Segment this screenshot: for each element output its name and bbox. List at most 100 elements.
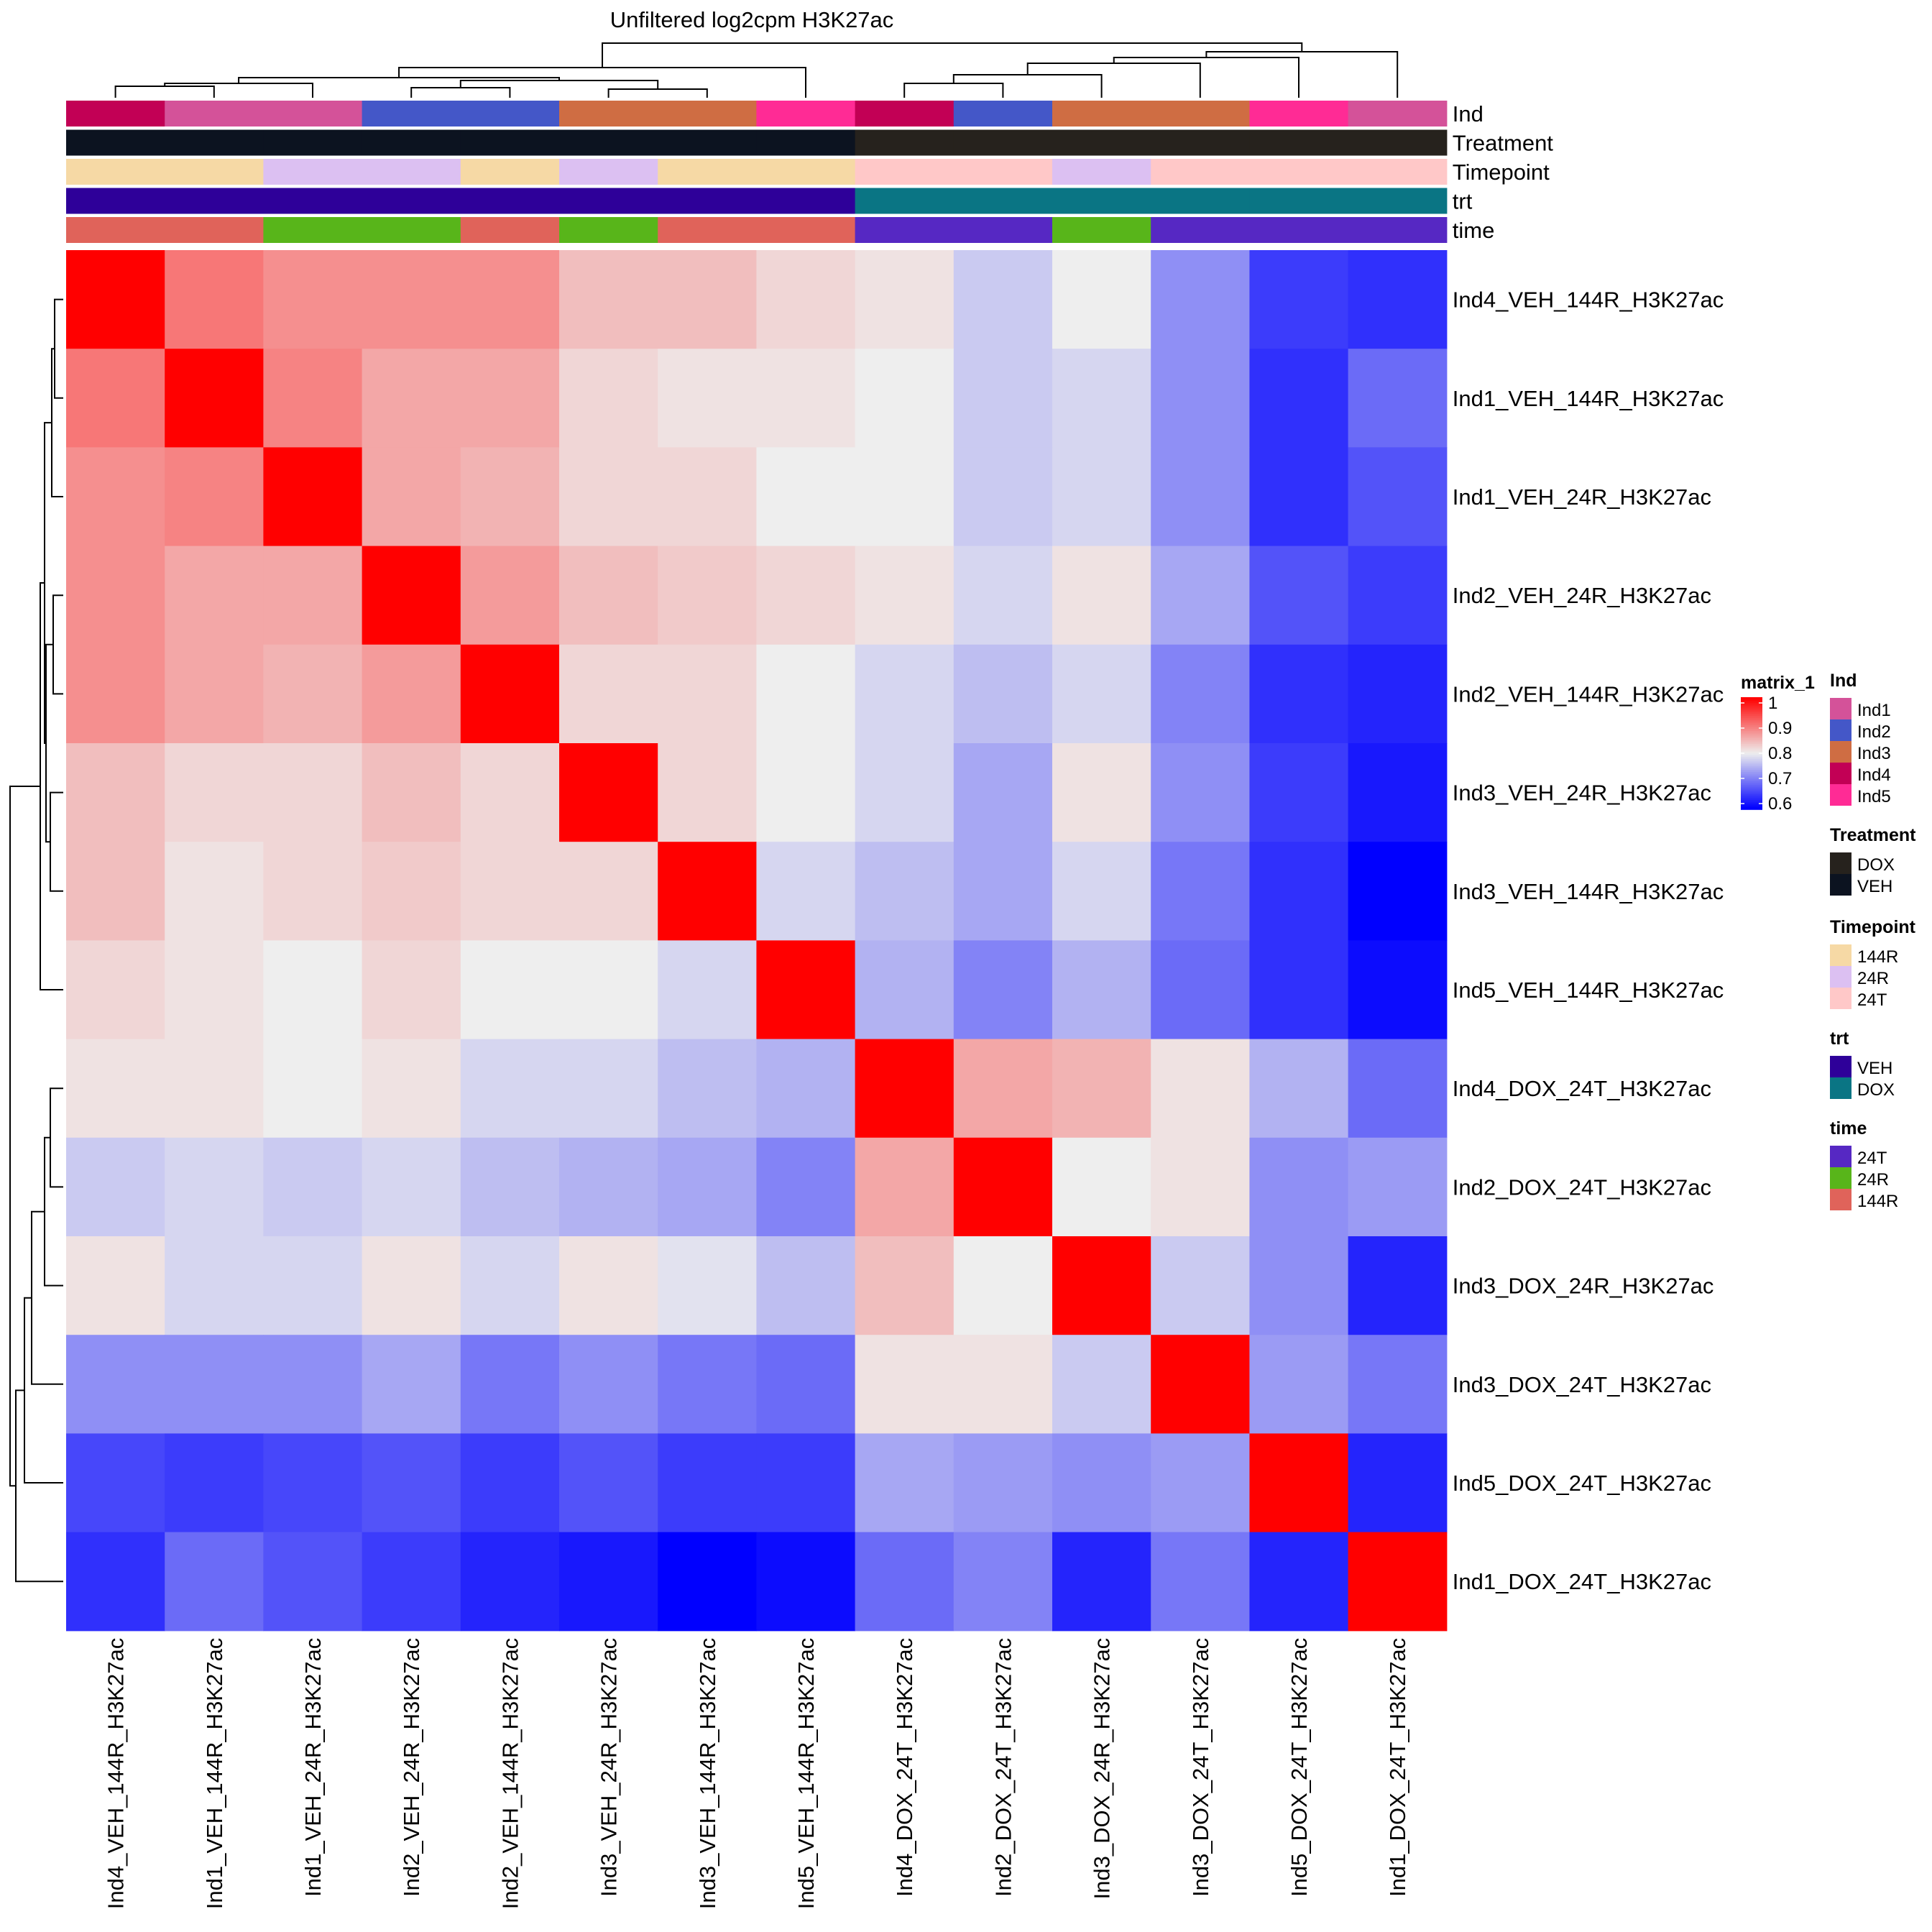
heatmap-cell: [756, 546, 856, 645]
heatmap-cell: [953, 546, 1053, 645]
color-legend-step: [1741, 786, 1762, 790]
color-legend-step: [1741, 751, 1762, 754]
row-label: Ind4_VEH_144R_H3K27ac: [1453, 288, 1724, 313]
heatmap-cell: [263, 250, 363, 349]
row-dendrogram: [9, 298, 63, 1583]
color-legend-step: [1741, 717, 1762, 720]
heatmap-cell: [165, 842, 264, 941]
heatmap-cell: [855, 743, 954, 842]
annotation-cell-trt: [1249, 188, 1349, 214]
heatmap-cell: [1249, 842, 1349, 941]
heatmap-cell: [263, 1137, 363, 1237]
heatmap-cell: [1348, 1137, 1448, 1237]
legend-entry-label: 24R: [1857, 969, 1889, 988]
heatmap-cell: [1052, 1236, 1151, 1335]
heatmap-cell: [1052, 1433, 1151, 1533]
annotation-cell-treatment: [165, 129, 264, 156]
color-legend-step: [1741, 744, 1762, 747]
heatmap-cell: [362, 349, 461, 448]
heatmap-cell: [756, 1433, 856, 1533]
heatmap-cell: [165, 1532, 264, 1632]
annotation-cell-time: [1151, 217, 1250, 243]
legend-entry-label: 24T: [1857, 1149, 1887, 1168]
column-label: Ind5_DOX_24T_H3K27ac: [1287, 1638, 1312, 1897]
dendrogram-branch: [50, 791, 63, 892]
heatmap-cell: [263, 1236, 363, 1335]
color-legend-step: [1741, 729, 1762, 732]
heatmap-cell: [165, 349, 264, 448]
heatmap-cell: [658, 940, 757, 1040]
heatmap-cell: [953, 1532, 1053, 1632]
dendrogram-branch: [602, 42, 1303, 68]
legend-entry-label: Ind1: [1857, 701, 1891, 720]
heatmap-cell: [1151, 1335, 1250, 1434]
heatmap-cell: [66, 1137, 165, 1237]
annotation-cell-treatment: [559, 129, 658, 156]
color-legend-step: [1741, 735, 1762, 737]
heatmap-cell: [165, 1039, 264, 1138]
row-label: Ind3_VEH_144R_H3K27ac: [1453, 879, 1724, 904]
color-legend-step: [1741, 772, 1762, 775]
column-label: Ind1_DOX_24T_H3K27ac: [1385, 1638, 1410, 1897]
heatmap-cell: [855, 1137, 954, 1237]
heatmap-cell: [165, 447, 264, 547]
column-label: Ind4_DOX_24T_H3K27ac: [892, 1638, 917, 1897]
legend-swatch: [1830, 944, 1852, 966]
heatmap-cell: [658, 644, 757, 744]
color-legend-step: [1741, 783, 1762, 786]
heatmap-cell: [362, 1039, 461, 1138]
color-legend-step: [1741, 749, 1762, 753]
heatmap-cell: [66, 250, 165, 349]
annotation-cell-treatment: [66, 129, 165, 156]
heatmap-cell: [1151, 546, 1250, 645]
annotation-cell-trt: [460, 188, 560, 214]
heatmap-cell: [953, 1137, 1053, 1237]
legend-swatch: [1830, 1077, 1852, 1099]
heatmap-cell: [559, 1335, 658, 1434]
heatmap-cell: [165, 1236, 264, 1335]
heatmap-cell: [855, 1433, 954, 1533]
heatmap-cell: [658, 1433, 757, 1533]
heatmap-cell: [1052, 250, 1151, 349]
heatmap-cell: [460, 940, 560, 1040]
annotation-cell-trt: [658, 188, 757, 214]
heatmap-cell: [66, 546, 165, 645]
heatmap-cell: [658, 349, 757, 448]
color-legend-step: [1741, 770, 1762, 773]
heatmap-cell: [1151, 940, 1250, 1040]
heatmap-cell: [953, 250, 1053, 349]
annotation-cell-treatment: [855, 129, 954, 156]
heatmap-cell: [855, 842, 954, 941]
annotation-cell-trt: [855, 188, 954, 214]
heatmap-cell: [1249, 447, 1349, 547]
heatmap-cell: [263, 1039, 363, 1138]
heatmap-cell: [460, 546, 560, 645]
heatmap-cell: [1249, 546, 1349, 645]
heatmap-cell: [263, 644, 363, 744]
row-label: Ind1_VEH_144R_H3K27ac: [1453, 386, 1724, 411]
heatmap-cell: [756, 447, 856, 547]
heatmap-cell: [66, 1236, 165, 1335]
color-legend-step: [1741, 699, 1762, 702]
color-legend-step: [1741, 781, 1762, 784]
heatmap-cell: [263, 447, 363, 547]
annotation-cell-time: [1249, 217, 1349, 243]
heatmap-cell: [855, 447, 954, 547]
heatmap-cell: [1348, 1335, 1448, 1434]
color-legend-step: [1741, 716, 1762, 719]
color-legend-step: [1741, 776, 1762, 778]
heatmap-cell: [263, 1433, 363, 1533]
heatmap-cell: [165, 546, 264, 645]
heatmap-cell: [1052, 447, 1151, 547]
annotation-cell-trt: [953, 188, 1053, 214]
annotation-label-timepoint: Timepoint: [1453, 160, 1550, 185]
heatmap-cell: [1052, 546, 1151, 645]
annotation-cell-trt: [66, 188, 165, 214]
heatmap-cell: [460, 1433, 560, 1533]
heatmap-cell: [756, 250, 856, 349]
annotation-cell-treatment: [1249, 129, 1349, 156]
heatmap-cell: [362, 644, 461, 744]
annotation-cell-trt: [559, 188, 658, 214]
